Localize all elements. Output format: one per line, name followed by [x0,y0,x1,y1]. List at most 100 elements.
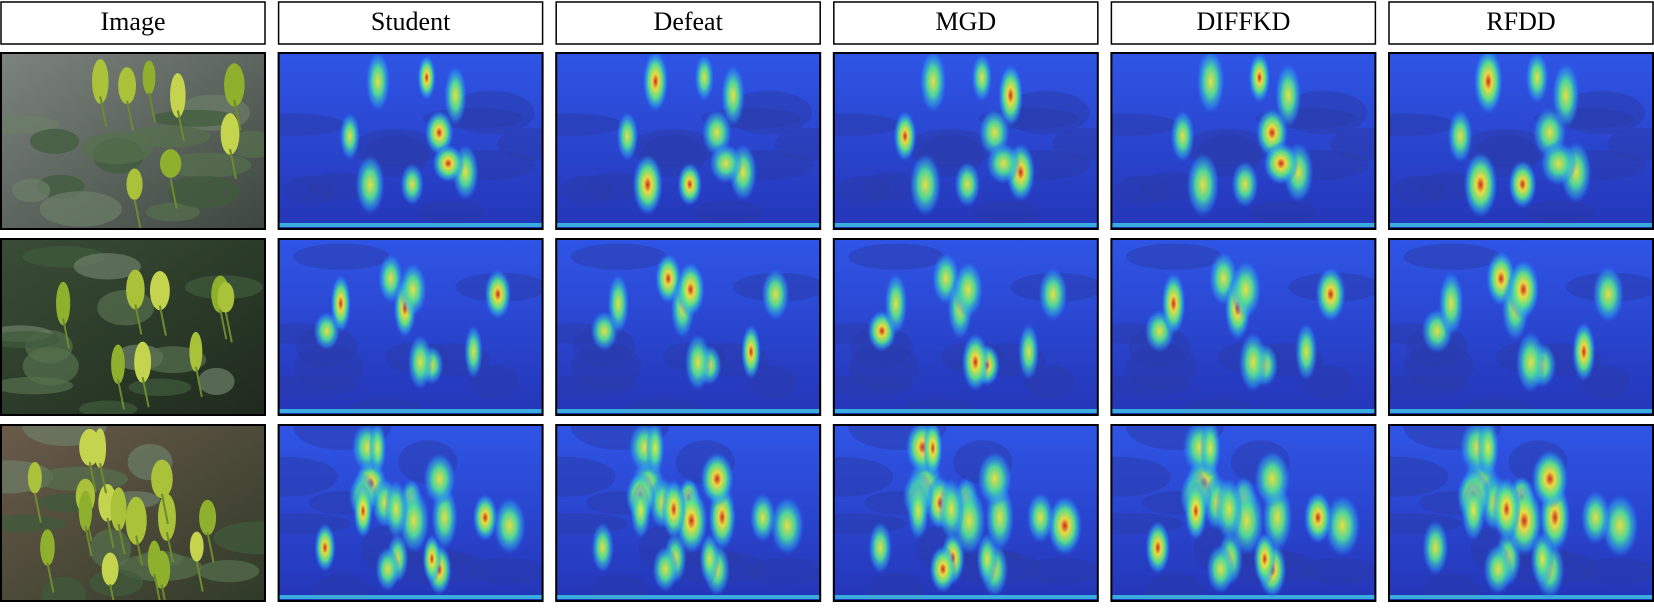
bud [126,168,143,201]
shadow-leaf [627,398,700,415]
bud [134,341,152,383]
shadow-leaf [1579,557,1653,585]
activation [953,260,984,319]
activation [384,479,408,539]
activation [677,162,703,207]
image-border [555,52,822,230]
stem [224,312,233,343]
activation [630,482,651,540]
activation [1551,61,1580,129]
leaf [73,253,141,280]
input-image [0,424,266,602]
shadow-leaf [1422,573,1481,601]
image-border [832,238,1099,416]
activation [1295,322,1318,382]
heatmap-image [1110,238,1377,416]
image-content [833,53,1098,229]
activation [1531,449,1569,509]
bud [189,531,204,562]
shadow-leaf [1115,175,1168,205]
activation [464,324,483,379]
edge-strip [1389,595,1653,599]
stem [126,100,135,131]
activation [1592,265,1625,323]
activation [1530,530,1555,587]
activation [652,545,679,593]
edge-strip [1389,223,1653,227]
activation [424,109,454,156]
shadow-leaf [1403,243,1500,270]
image-border [1110,52,1377,230]
activation [607,273,630,334]
heatmap-image [277,52,544,230]
stem [160,584,166,601]
leaf [128,378,192,397]
shadow-leaf [1125,243,1223,270]
activation [1447,108,1473,164]
leaf [22,347,79,386]
bud [40,529,55,566]
activation [1026,491,1055,544]
header-label: Defeat [654,7,724,36]
bud [189,331,203,372]
edge-strip [1111,409,1376,413]
activation [1508,159,1537,209]
shadow-leaf [311,573,371,601]
heatmap-image [555,424,822,602]
activation [1038,267,1068,322]
image-content [1111,425,1376,601]
stem [206,532,215,563]
activation [1507,259,1540,320]
bud [118,67,136,105]
activation [976,532,998,586]
activation [417,54,436,101]
leaf [1,331,61,349]
stem [160,493,169,525]
activation [938,477,965,541]
activation [472,493,498,542]
stem [165,532,174,563]
shadow-leaf [293,243,390,270]
shadow-leaf [468,364,520,398]
leaf [97,289,155,326]
activation [1206,544,1235,594]
stem [46,562,55,593]
image-border [277,52,544,230]
image-content [1389,425,1653,601]
activation [353,483,373,539]
leaf [12,178,51,203]
image-content [556,53,821,229]
activation [997,63,1024,128]
image-content [556,239,821,415]
activation [1161,271,1186,336]
image-border [1110,238,1377,416]
activation [400,163,425,206]
shadow-leaf [1182,398,1255,415]
shadow-leaf [1393,175,1446,205]
image-content [1389,239,1653,415]
activation [676,261,706,318]
heatmap-image [1388,424,1654,602]
activation [330,273,352,334]
shadow-leaf [833,456,894,497]
stem [84,525,93,557]
header-label: RFDD [1486,7,1555,36]
edge-strip [278,595,543,599]
activation [616,111,639,162]
header-label: DIFFKD [1196,7,1290,36]
stem [88,462,97,493]
activation [1238,331,1268,393]
activation [684,333,711,391]
activation [961,332,990,392]
activation [443,65,467,126]
edge-strip [278,223,543,227]
activation [1525,53,1549,104]
bud [111,344,125,385]
activation [645,425,665,476]
leaf [39,191,122,227]
shadow-leaf [349,398,422,415]
bud [220,113,240,155]
activation [1483,543,1513,595]
shadow-leaf [1389,113,1456,136]
activation [661,478,687,540]
